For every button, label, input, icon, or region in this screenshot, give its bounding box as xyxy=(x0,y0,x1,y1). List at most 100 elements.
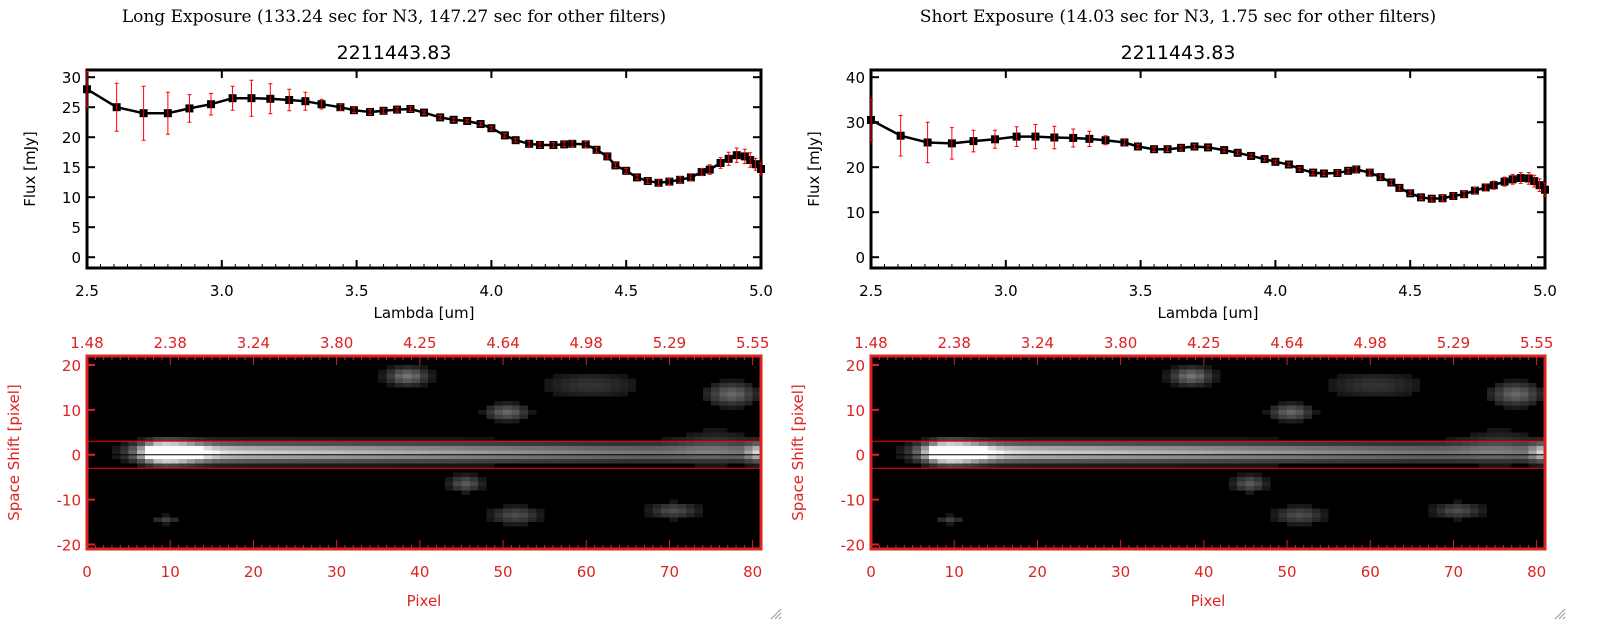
error-bar xyxy=(1397,185,1402,191)
error-bar xyxy=(209,92,214,116)
top-x-tick-label: 4.98 xyxy=(1354,334,1387,352)
x-tick-label: 80 xyxy=(743,563,762,581)
resize-grip-icon[interactable] xyxy=(770,608,782,620)
chart-subtitle: 2211443.83 xyxy=(337,42,452,64)
x-tick-label: 0 xyxy=(82,563,92,581)
x-tick-label: 3.0 xyxy=(994,282,1018,300)
x-axis-label: Pixel xyxy=(407,592,442,610)
y-tick-label: 0 xyxy=(71,447,81,465)
error-bar xyxy=(1222,147,1227,153)
error-bar xyxy=(1408,190,1413,197)
x-tick-label: 5.0 xyxy=(1533,282,1557,300)
error-bar xyxy=(338,103,343,111)
error-bar xyxy=(1389,179,1394,186)
error-bar xyxy=(971,129,976,153)
error-bar xyxy=(869,99,873,141)
error-bar xyxy=(451,117,456,123)
error-bar xyxy=(1103,135,1108,146)
error-bar xyxy=(438,115,443,120)
error-bar xyxy=(583,140,588,148)
error-bar xyxy=(1071,128,1076,148)
error-bar xyxy=(1510,173,1515,185)
y-tick-label: 0 xyxy=(71,249,81,267)
top-x-tick-label: 3.80 xyxy=(1104,334,1137,352)
error-bar xyxy=(489,125,494,131)
x-tick-label: 30 xyxy=(327,563,346,581)
resize-grip-icon[interactable] xyxy=(1554,608,1566,620)
x-tick-label: 4.5 xyxy=(1398,282,1422,300)
x-tick-label: 4.5 xyxy=(614,282,638,300)
error-bar xyxy=(502,133,507,138)
error-bar xyxy=(1321,170,1326,177)
image-frame xyxy=(869,354,1547,551)
x-tick-label: 20 xyxy=(1028,563,1047,581)
chart-title: Short Exposure (14.03 sec for N3, 1.75 s… xyxy=(920,7,1436,27)
spectrum-image-short xyxy=(871,356,1545,549)
top-x-tick-label: 1.48 xyxy=(70,334,103,352)
x-tick-label: 3.5 xyxy=(345,282,369,300)
error-bar xyxy=(1235,150,1240,156)
error-bar xyxy=(351,107,356,114)
error-bar xyxy=(1249,153,1254,159)
y-axis-label: Space Shift [pixel] xyxy=(789,384,807,521)
error-bar xyxy=(408,106,413,112)
error-bar xyxy=(249,79,254,117)
error-bar xyxy=(1502,176,1507,187)
error-bar xyxy=(114,82,119,132)
top-x-tick-label: 5.55 xyxy=(1520,334,1553,352)
error-bar xyxy=(993,129,998,149)
x-tick-label: 70 xyxy=(660,563,679,581)
error-bar xyxy=(1378,174,1383,180)
error-bar xyxy=(1462,191,1467,198)
y-tick-label: -20 xyxy=(841,537,866,555)
error-bar xyxy=(1429,195,1434,202)
x-axis-label: Lambda [um] xyxy=(374,304,475,322)
error-bar xyxy=(1297,166,1302,172)
error-bar xyxy=(141,85,146,141)
x-tick-label: 50 xyxy=(494,563,513,581)
error-bar xyxy=(1367,169,1372,176)
error-bar xyxy=(707,164,712,175)
y-tick-label: 30 xyxy=(62,69,81,87)
image-frame xyxy=(85,354,763,551)
error-bar xyxy=(1346,168,1351,174)
error-bar xyxy=(613,162,618,169)
error-bar xyxy=(605,153,610,160)
error-bar xyxy=(165,91,170,135)
y-tick-label: 20 xyxy=(846,159,865,177)
error-bar xyxy=(898,114,903,157)
y-tick-label: 40 xyxy=(846,69,865,87)
y-tick-label: 10 xyxy=(62,402,81,420)
y-tick-label: 30 xyxy=(846,114,865,132)
error-bar xyxy=(949,127,954,160)
x-tick-label: 60 xyxy=(577,563,596,581)
error-bar xyxy=(513,137,518,143)
error-bar xyxy=(1537,178,1542,192)
error-bar xyxy=(1543,182,1547,197)
error-bar xyxy=(537,142,542,148)
error-bar xyxy=(1179,145,1184,151)
error-bar xyxy=(1122,139,1127,146)
error-bar xyxy=(1135,143,1140,150)
error-bar xyxy=(1472,186,1477,195)
x-tick-label: 4.0 xyxy=(1263,282,1287,300)
error-bar xyxy=(1518,172,1523,184)
error-bar xyxy=(562,141,567,148)
error-bar xyxy=(748,152,753,168)
error-bar xyxy=(1052,125,1057,150)
top-x-tick-label: 4.64 xyxy=(1270,334,1303,352)
top-x-tick-label: 2.38 xyxy=(154,334,187,352)
top-x-tick-label: 4.25 xyxy=(1187,334,1220,352)
x-tick-label: 60 xyxy=(1361,563,1380,581)
error-bar xyxy=(1033,123,1038,150)
error-bar xyxy=(85,70,89,108)
x-tick-label: 3.0 xyxy=(210,282,234,300)
y-axis-label: Space Shift [pixel] xyxy=(5,384,23,521)
x-axis-label: Pixel xyxy=(1191,592,1226,610)
error-bar xyxy=(287,88,292,112)
error-bar xyxy=(268,83,273,115)
y-tick-label: 0 xyxy=(855,249,865,267)
y-tick-label: 15 xyxy=(62,159,81,177)
